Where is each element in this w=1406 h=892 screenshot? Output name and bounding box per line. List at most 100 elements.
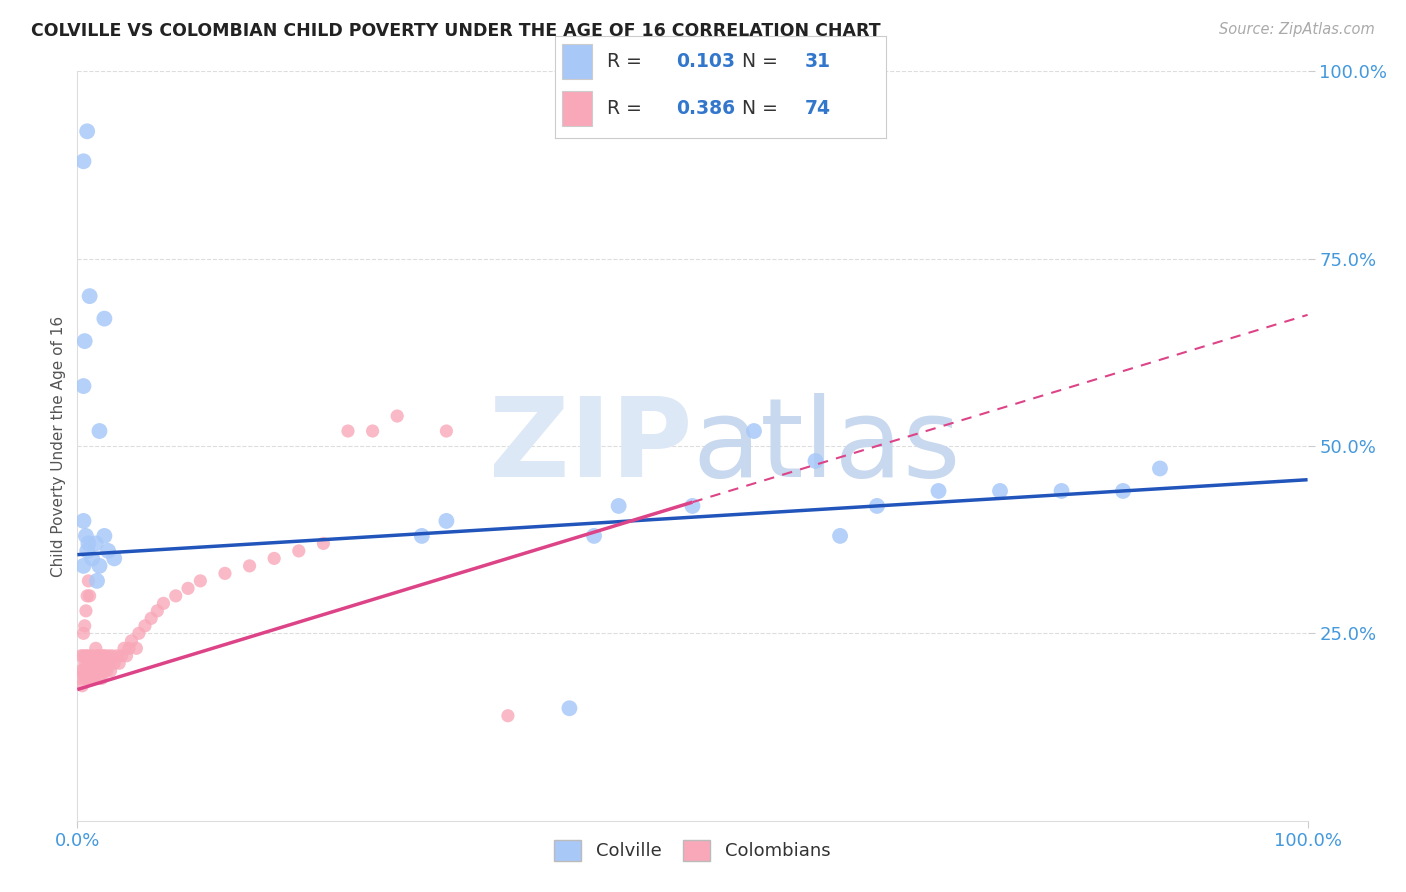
Point [79, 589, 101, 603]
Text: 74: 74 [804, 99, 831, 118]
Point [118, 641, 141, 656]
Point [89, 671, 111, 685]
Text: 0.386: 0.386 [676, 99, 735, 118]
Point [84, 641, 107, 656]
Point [337, 424, 360, 438]
Point [90, 671, 114, 685]
Point [141, 611, 163, 625]
Point [152, 596, 174, 610]
Point [73, 619, 96, 633]
Text: ZIP: ZIP [489, 392, 693, 500]
Point [121, 633, 143, 648]
Point [125, 641, 148, 656]
Point [436, 514, 458, 528]
Point [1112, 483, 1135, 498]
Point [496, 708, 519, 723]
Point [93, 311, 115, 326]
Point [80, 671, 103, 685]
Point [82, 657, 104, 671]
Point [103, 657, 125, 671]
Point [73, 657, 96, 671]
Point [77, 574, 100, 588]
Text: 0.103: 0.103 [676, 52, 735, 70]
Point [87, 657, 110, 671]
Point [75, 604, 97, 618]
Point [82, 551, 104, 566]
Point [1050, 483, 1073, 498]
Point [93, 529, 115, 543]
Point [98, 657, 121, 671]
Point [115, 648, 138, 663]
Point [82, 671, 104, 685]
Point [112, 641, 135, 656]
Legend: Colville, Colombians: Colville, Colombians [547, 832, 838, 868]
Point [86, 574, 108, 588]
Point [69, 671, 91, 685]
FancyBboxPatch shape [562, 44, 592, 78]
Point [558, 701, 581, 715]
Point [72, 558, 94, 573]
Point [105, 648, 128, 663]
Point [86, 648, 108, 663]
Text: COLVILLE VS COLOMBIAN CHILD POVERTY UNDER THE AGE OF 16 CORRELATION CHART: COLVILLE VS COLOMBIAN CHILD POVERTY UNDE… [31, 22, 880, 40]
Point [77, 648, 100, 663]
Point [134, 619, 156, 633]
Point [436, 424, 458, 438]
FancyBboxPatch shape [562, 91, 592, 126]
Point [75, 529, 97, 543]
Point [682, 499, 704, 513]
Text: N =: N = [742, 52, 785, 70]
Point [96, 664, 118, 678]
Point [263, 551, 285, 566]
Point [89, 558, 111, 573]
Point [79, 664, 101, 678]
Point [1149, 461, 1171, 475]
Point [73, 334, 96, 348]
Point [82, 664, 104, 678]
Point [82, 648, 104, 663]
Point [108, 657, 131, 671]
Point [101, 648, 124, 663]
Point [214, 566, 236, 581]
Point [89, 648, 111, 663]
Point [72, 648, 94, 663]
Point [86, 664, 108, 678]
Point [72, 379, 94, 393]
Point [97, 648, 120, 663]
Point [79, 289, 101, 303]
Point [239, 558, 262, 573]
Point [72, 664, 94, 678]
Point [866, 499, 889, 513]
Point [75, 648, 97, 663]
Point [72, 514, 94, 528]
Point [583, 529, 606, 543]
Point [70, 664, 93, 678]
Text: N =: N = [742, 99, 785, 118]
Point [93, 664, 115, 678]
Text: atlas: atlas [693, 392, 960, 500]
Point [188, 574, 212, 588]
Point [90, 664, 112, 678]
Point [742, 424, 765, 438]
Point [70, 648, 93, 663]
Point [288, 544, 311, 558]
Y-axis label: Child Poverty Under the Age of 16: Child Poverty Under the Age of 16 [51, 316, 66, 576]
Point [76, 124, 98, 138]
Point [77, 536, 100, 550]
Point [988, 483, 1011, 498]
Point [385, 409, 409, 423]
Point [75, 671, 97, 685]
Point [91, 648, 114, 663]
Point [128, 626, 150, 640]
Point [83, 664, 105, 678]
Point [928, 483, 950, 498]
Point [76, 589, 98, 603]
Text: Source: ZipAtlas.com: Source: ZipAtlas.com [1219, 22, 1375, 37]
Point [72, 154, 94, 169]
Point [804, 454, 827, 468]
Point [79, 657, 101, 671]
Point [73, 671, 96, 685]
Point [89, 424, 111, 438]
Point [76, 657, 98, 671]
Point [103, 551, 125, 566]
